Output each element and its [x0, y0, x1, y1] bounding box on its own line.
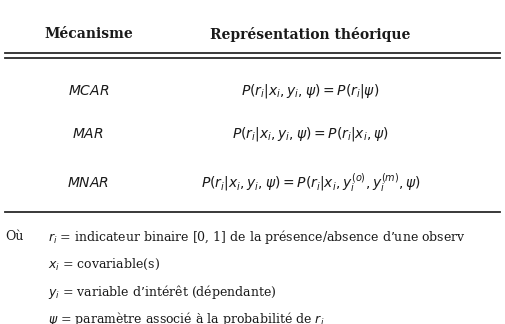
- Text: Où: Où: [5, 230, 23, 243]
- Text: $r_i$ = indicateur binaire [0, 1] de la présence/absence d’une observ: $r_i$ = indicateur binaire [0, 1] de la …: [48, 227, 466, 246]
- Text: $\mathit{MCAR}$: $\mathit{MCAR}$: [68, 84, 109, 98]
- Text: Représentation théorique: Représentation théorique: [211, 27, 411, 41]
- Text: $P(r_i|x_i, y_i, \psi) = P(r_i|x_i, \psi)$: $P(r_i|x_i, y_i, \psi) = P(r_i|x_i, \psi…: [232, 125, 389, 144]
- Text: $y_i$ = variable d’intérêt (dépendante): $y_i$ = variable d’intérêt (dépendante): [48, 283, 277, 301]
- Text: $x_i$ = covariable(s): $x_i$ = covariable(s): [48, 257, 160, 272]
- Text: $\psi$ = paramètre associé à la probabilité de $r_i$: $\psi$ = paramètre associé à la probabil…: [48, 310, 324, 324]
- Text: $P(r_i|x_i, y_i, \psi) = P(r_i|x_i, y_i^{(o)}, y_i^{(m)}, \psi)$: $P(r_i|x_i, y_i, \psi) = P(r_i|x_i, y_i^…: [200, 171, 421, 195]
- Text: Mécanisme: Mécanisme: [44, 27, 133, 41]
- Text: $\mathit{MAR}$: $\mathit{MAR}$: [73, 127, 104, 142]
- Text: $\mathit{MNAR}$: $\mathit{MNAR}$: [67, 176, 110, 190]
- Text: $P(r_i|x_i, y_i, \psi) = P(r_i|\psi)$: $P(r_i|x_i, y_i, \psi) = P(r_i|\psi)$: [241, 82, 380, 100]
